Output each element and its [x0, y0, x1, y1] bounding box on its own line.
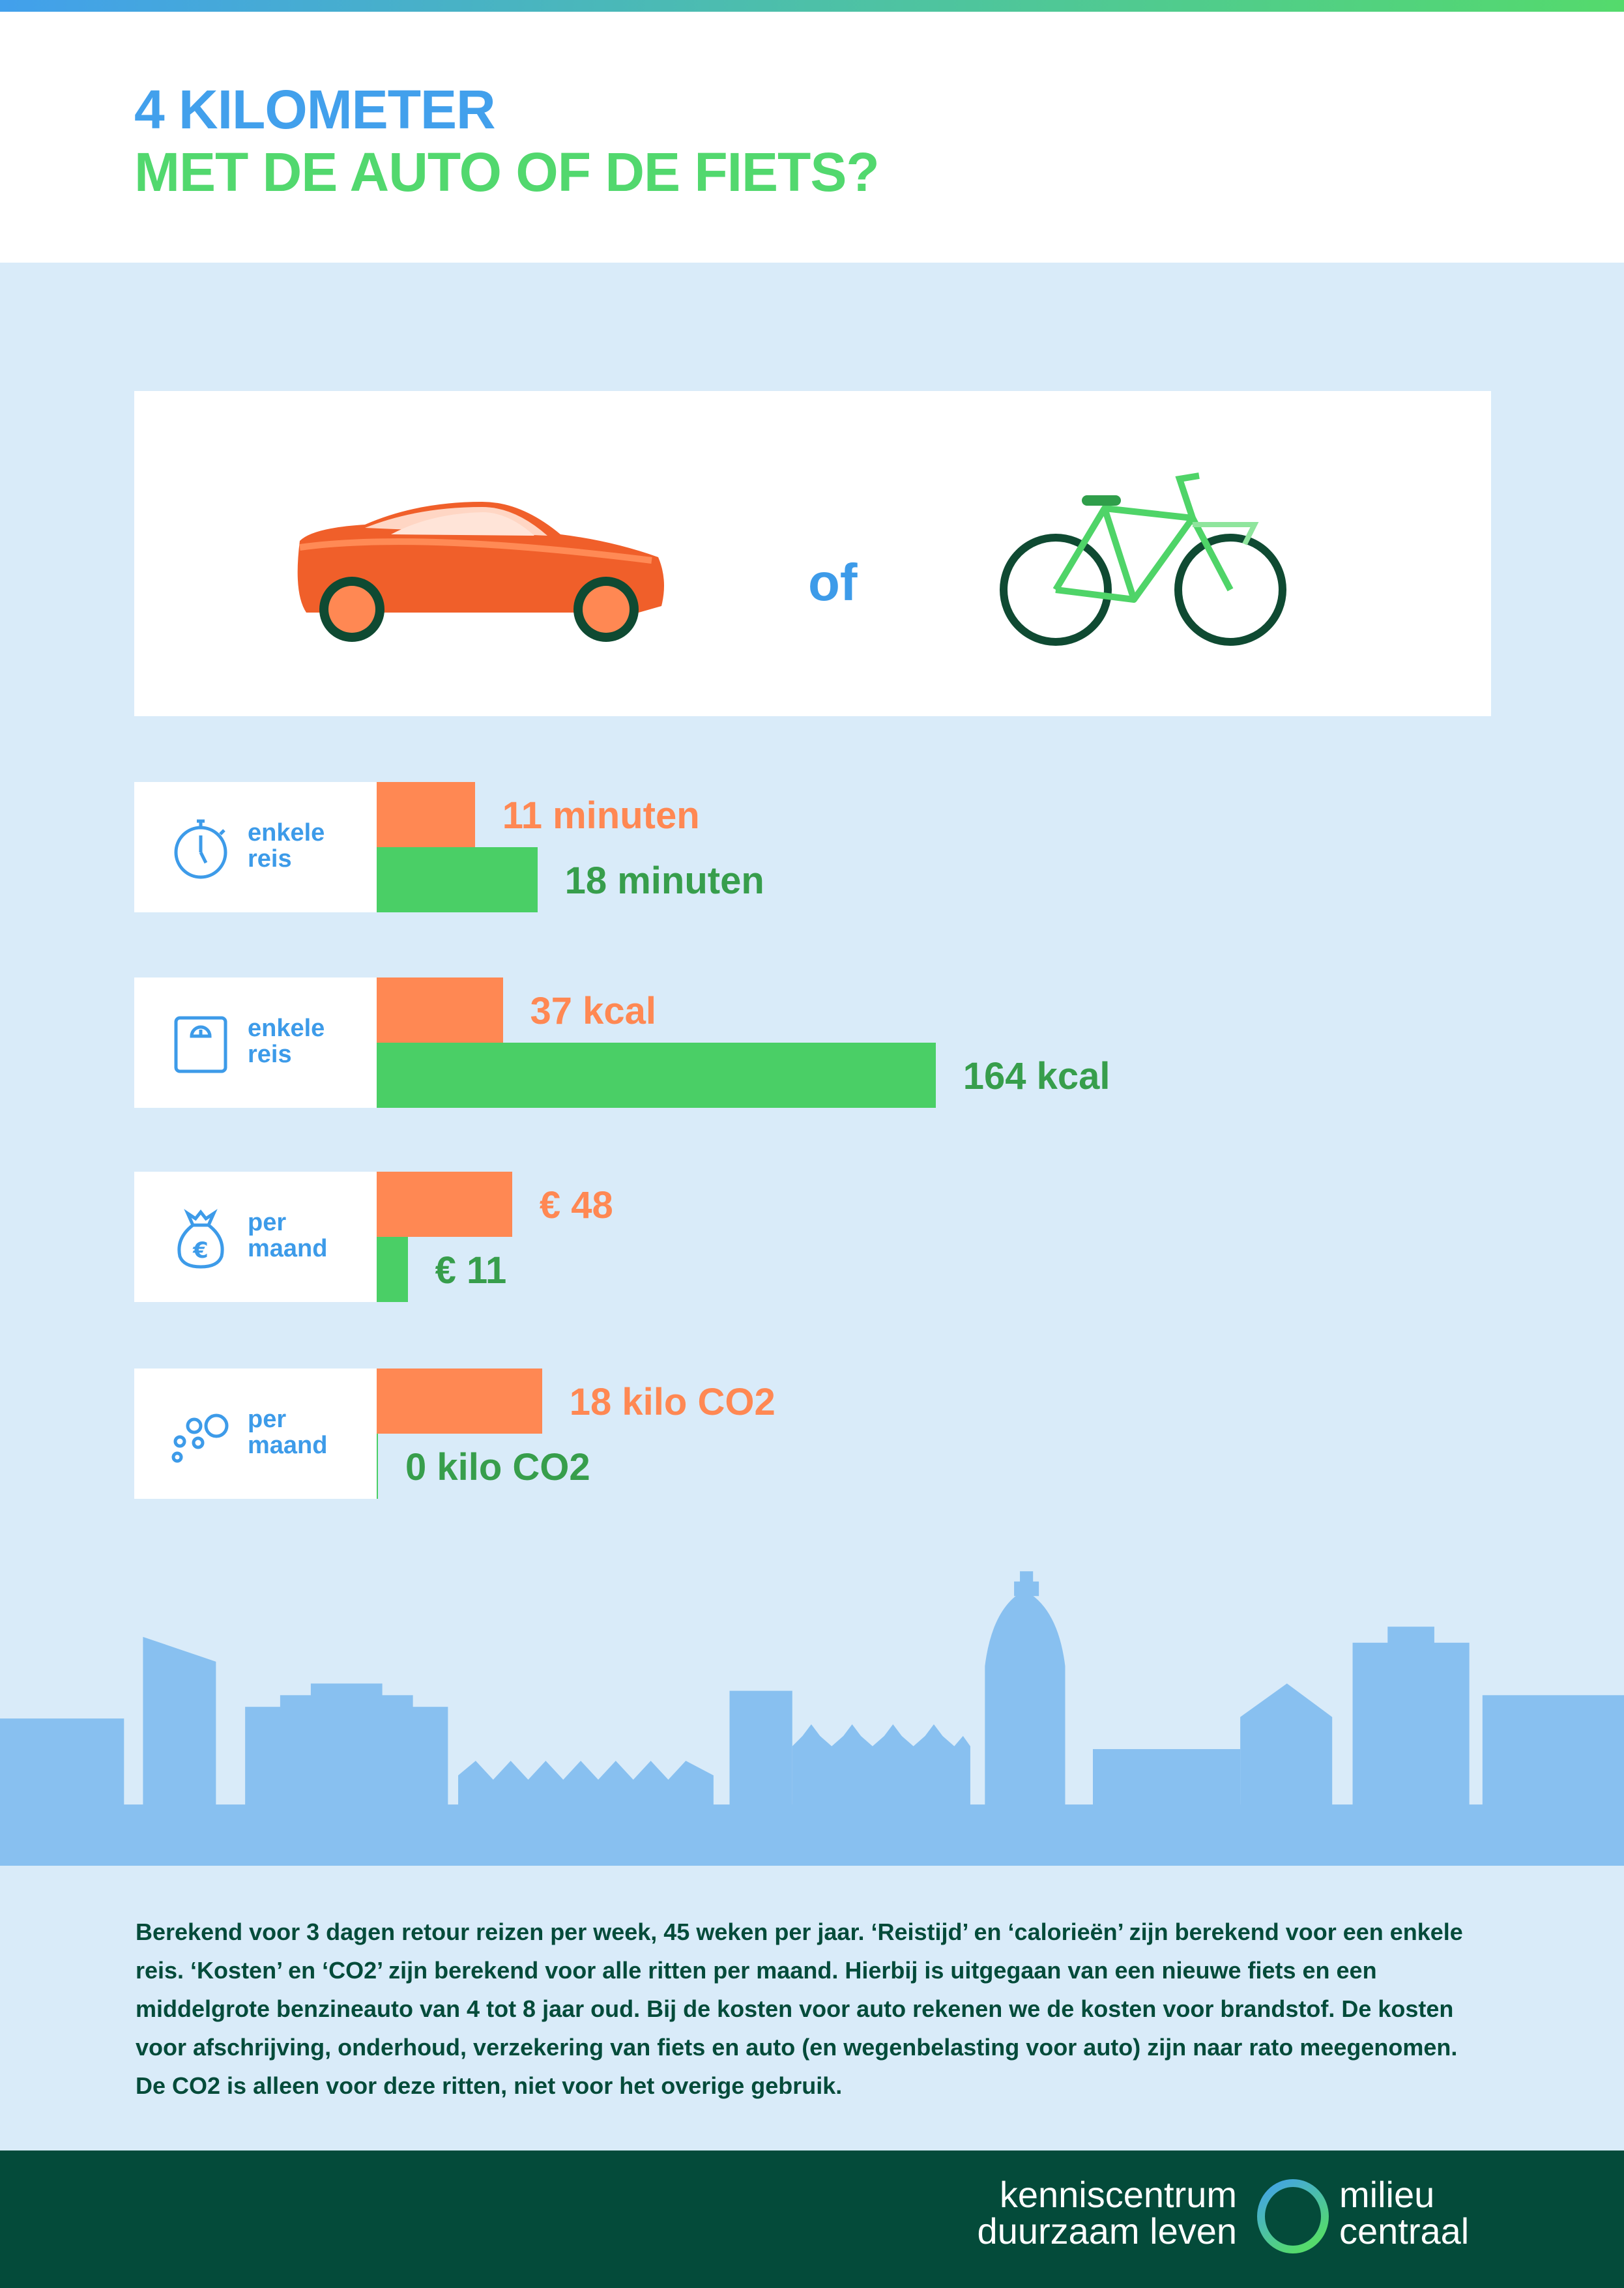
bicycle-icon	[1000, 472, 1286, 646]
car-value-label: 18 kilo CO2	[569, 1381, 776, 1423]
car-icon	[297, 502, 665, 642]
car-bar	[377, 977, 503, 1043]
logo-kenniscentrum: kenniscentrum duurzaam leven	[978, 2177, 1237, 2250]
bike-bar	[377, 1434, 378, 1499]
row-label-line: per	[248, 1209, 287, 1236]
bike-value-label: 164 kcal	[963, 1055, 1110, 1097]
row-label-box: € per maand	[134, 1172, 377, 1302]
car-value-label: € 48	[539, 1184, 613, 1226]
bike-bar	[377, 847, 538, 912]
row-label: enkele reis	[248, 820, 325, 872]
car-bar	[377, 1172, 512, 1237]
row-label-line: maand	[248, 1235, 328, 1262]
row-label-line: maand	[248, 1432, 328, 1459]
logo-text: milieu	[1339, 2174, 1435, 2215]
title-line-1: 4 KILOMETER	[134, 79, 496, 140]
stopwatch-icon	[168, 816, 233, 881]
row-label-line: per	[248, 1406, 287, 1433]
footnote: Berekend voor 3 dagen retour reizen per …	[136, 1919, 1463, 2099]
row-label: per maand	[248, 1209, 327, 1262]
bike-value-label: 0 kilo CO2	[405, 1446, 590, 1488]
title-line-2: MET DE AUTO OF DE FIETS?	[134, 141, 880, 203]
header	[0, 12, 1624, 263]
row-label-box: enkele reis	[134, 977, 377, 1108]
logo-text: kenniscentrum	[999, 2174, 1237, 2215]
money-bag-icon: €	[168, 1206, 233, 1271]
bubbles-icon	[168, 1402, 233, 1468]
row-label-line: enkele	[248, 819, 325, 847]
logo-text: duurzaam leven	[977, 2210, 1237, 2252]
row-label-line: reis	[248, 1041, 292, 1068]
connector-text: of	[808, 553, 858, 611]
bike-bar	[377, 1237, 408, 1302]
top-gradient-bar	[0, 0, 1624, 12]
city-skyline	[0, 1571, 1624, 1866]
logo-text: centraal	[1339, 2210, 1470, 2252]
svg-text:€: €	[192, 1238, 209, 1264]
logo-ring-icon	[1257, 2179, 1329, 2253]
car-value-label: 37 kcal	[530, 990, 657, 1032]
row-label-box: per maand	[134, 1368, 377, 1499]
row-label-box: enkele reis	[134, 782, 377, 912]
bike-value-label: € 11	[435, 1249, 507, 1292]
row-label: enkele reis	[248, 1015, 325, 1067]
footer: kenniscentrum duurzaam leven milieu cent…	[0, 2150, 1624, 2288]
car-bar	[377, 1368, 542, 1434]
bike-bar	[377, 1043, 936, 1108]
row-label: per maand	[248, 1406, 327, 1458]
car-value-label: 11 minuten	[502, 794, 700, 837]
logo-milieu-centraal: milieu centraal	[1339, 2177, 1469, 2250]
row-label-line: reis	[248, 845, 292, 873]
row-label-line: enkele	[248, 1015, 325, 1042]
scale-icon	[168, 1011, 233, 1077]
bike-value-label: 18 minuten	[564, 860, 764, 902]
car-bar	[377, 782, 475, 847]
